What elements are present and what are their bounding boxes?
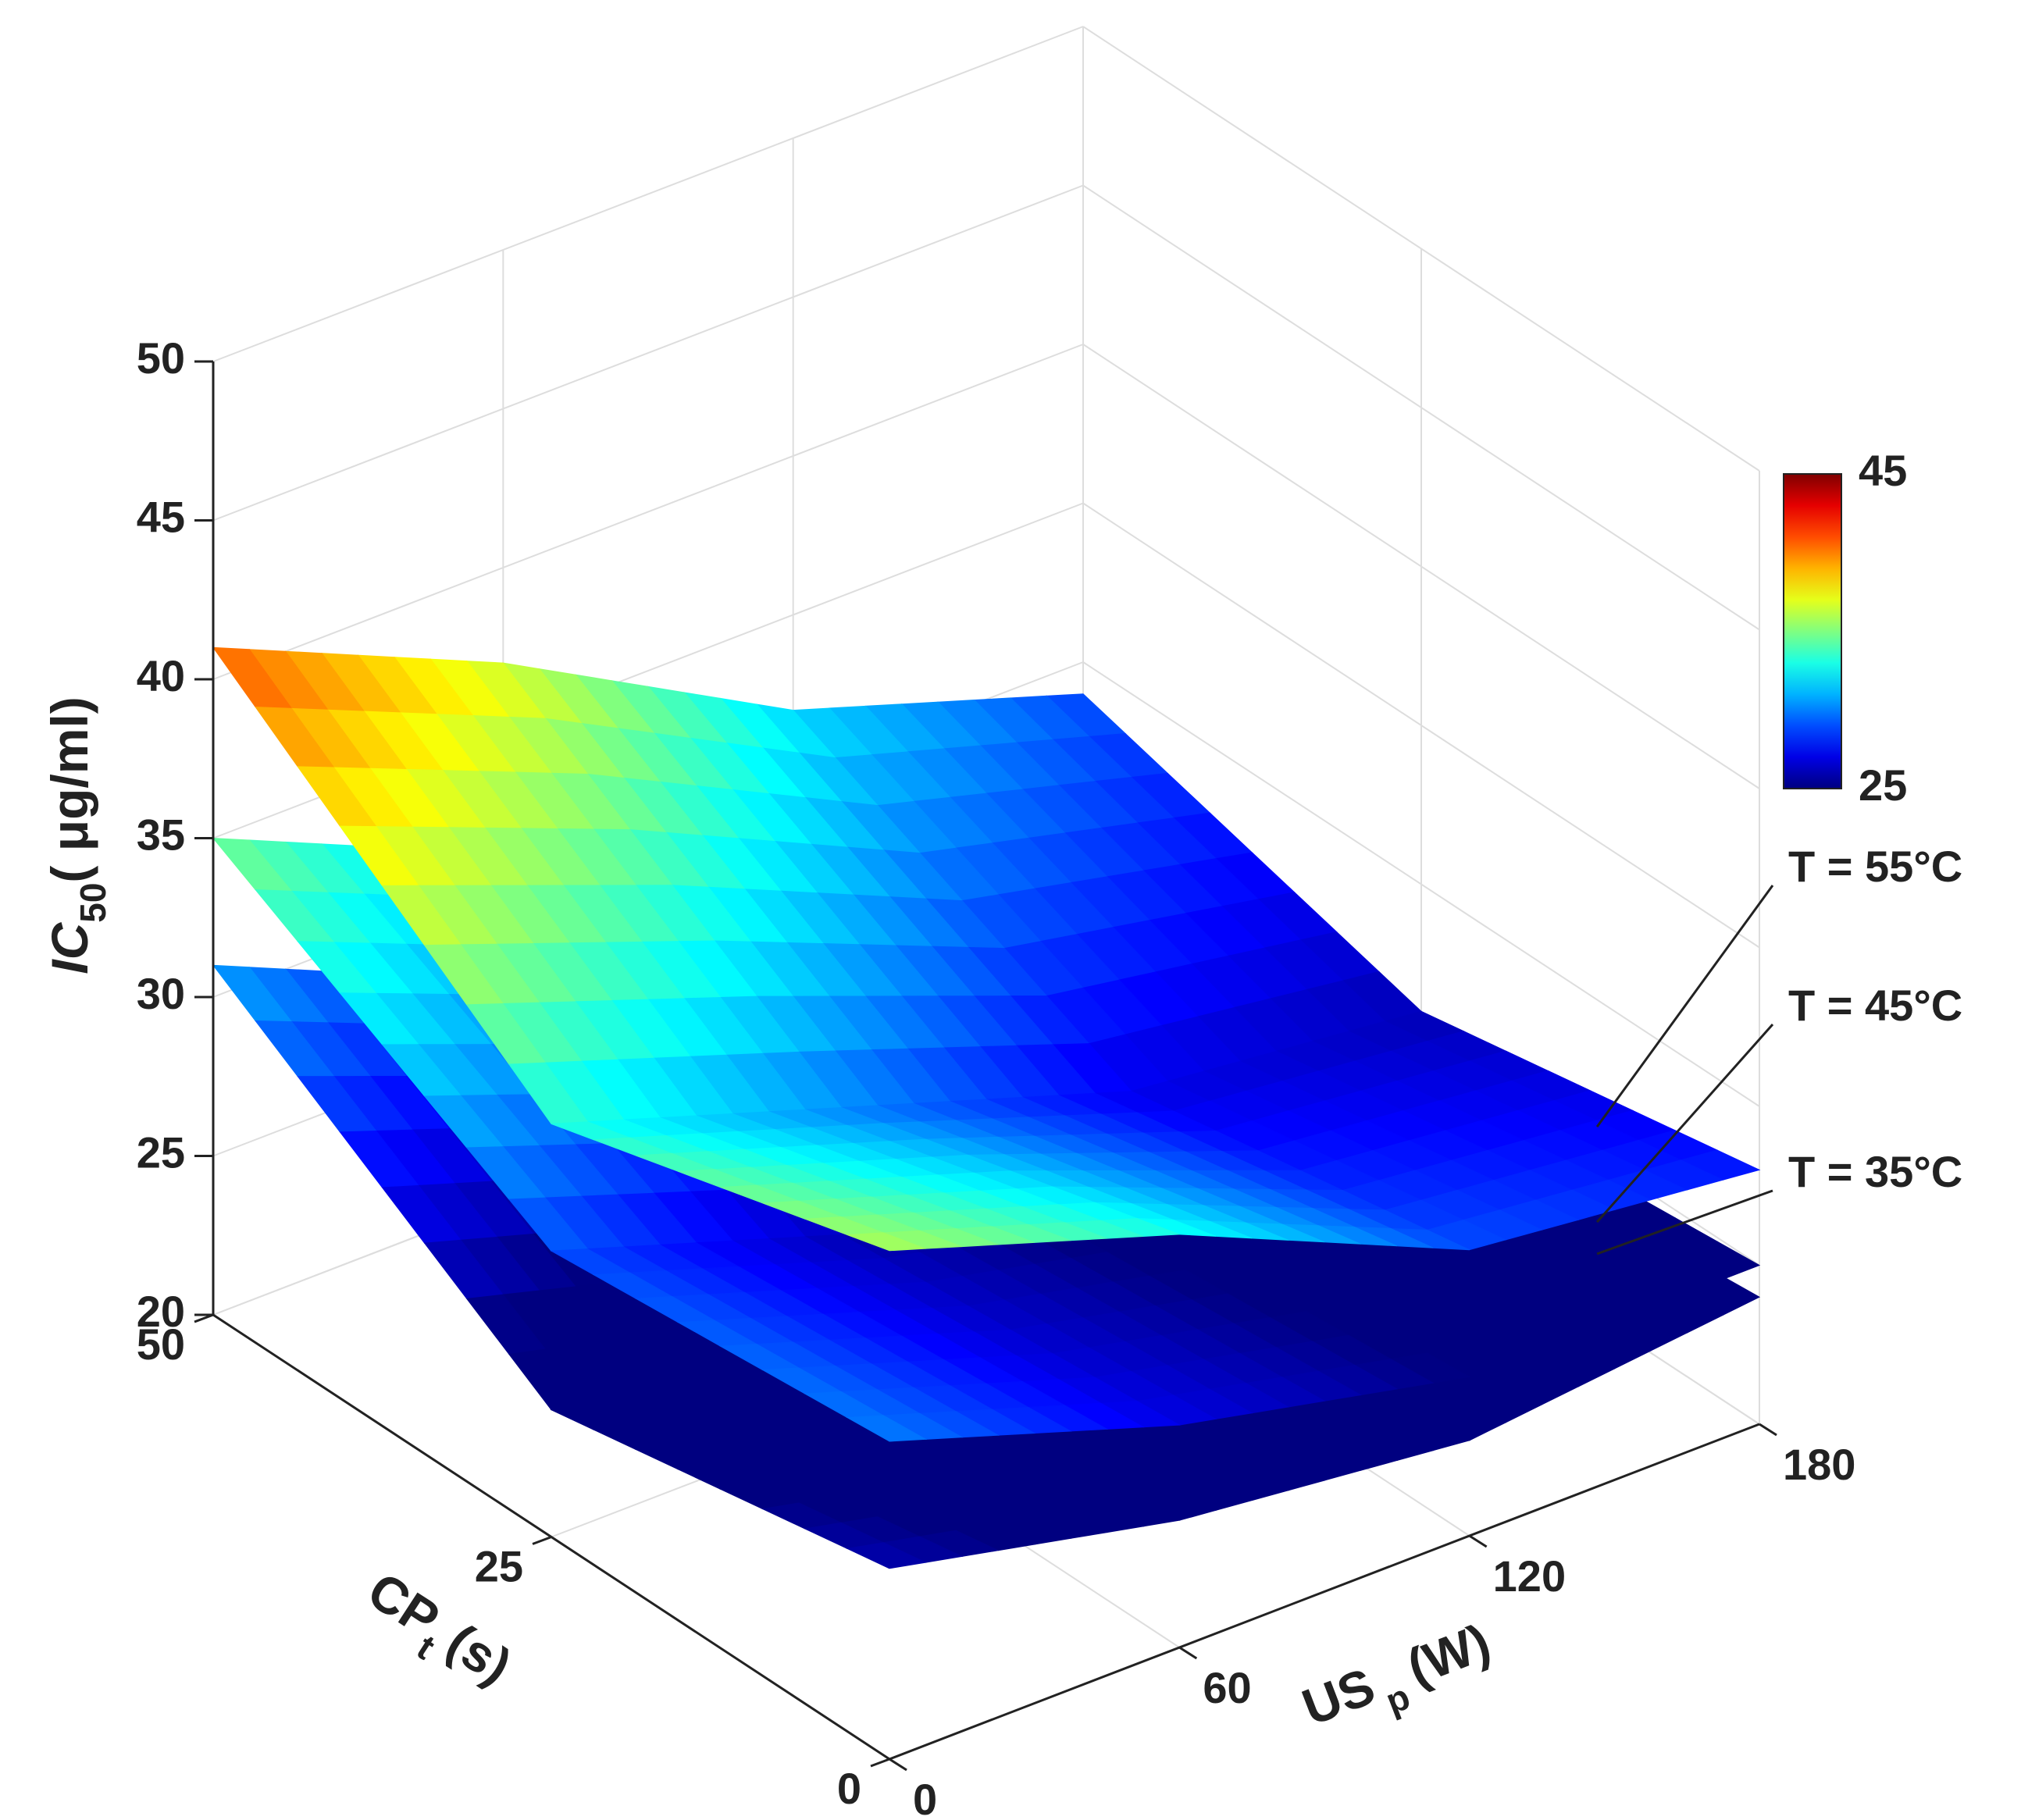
grid-line: [212, 184, 1084, 522]
z-label-sub: 50: [73, 883, 113, 923]
x-tick-label: 120: [1493, 1551, 1566, 1601]
colorbar: [1783, 473, 1842, 789]
label-leader: [1596, 1189, 1773, 1255]
label-leader: [1595, 885, 1774, 1127]
x-label-unit: (W): [1399, 1612, 1498, 1696]
y-label-unit: (s): [437, 1612, 522, 1695]
grid-line: [1082, 502, 1760, 949]
colorbar-tick-label: 25: [1859, 760, 1907, 810]
grid-line: [212, 26, 1084, 362]
x-label-main: US: [1295, 1657, 1382, 1736]
grid-line: [1082, 26, 1760, 472]
x-tick-label: 0: [913, 1775, 937, 1820]
y-tick-label: 25: [475, 1541, 523, 1590]
axis-line: [889, 1423, 1760, 1761]
x-tick-label: 60: [1203, 1663, 1251, 1712]
y-tick: [194, 1313, 214, 1323]
z-tick-label: 20: [137, 1287, 185, 1336]
z-tick-label: 50: [137, 333, 185, 383]
axes: 20 25 30 35 40 45 50 0 25 50 0 60 120 180 25 45 T = 55°C…: [137, 333, 1962, 1820]
z-tick-label: 45: [137, 492, 185, 541]
x-tick-label: 180: [1783, 1440, 1855, 1489]
x-tick: [1468, 1534, 1488, 1548]
surface-patch: [846, 1542, 928, 1569]
grid-line: [1082, 344, 1760, 789]
x-tick: [1759, 1423, 1777, 1437]
z-tick-label: 25: [137, 1127, 185, 1177]
colorbar-tick-label: 45: [1859, 446, 1907, 495]
grid-line: [1082, 184, 1760, 631]
series-label: T = 45°C: [1788, 981, 1962, 1030]
series-label: T = 35°C: [1788, 1147, 1962, 1196]
series-label: T = 55°C: [1788, 842, 1962, 891]
z-axis-label: IC50( μg/ml): [41, 696, 113, 974]
y-tick: [870, 1758, 890, 1768]
z-label-unit: ( μg/ml): [41, 696, 98, 882]
grid-line: [1082, 661, 1760, 1107]
x-tick: [1178, 1646, 1198, 1660]
surface-patch: [846, 1415, 928, 1442]
z-tick-label: 40: [137, 651, 185, 700]
y-tick-label: 0: [837, 1764, 861, 1813]
z-label-main: IC: [41, 921, 98, 974]
x-axis-label: USp(W): [1295, 1612, 1503, 1750]
surfaces: [212, 646, 1761, 1569]
surface-patch: [847, 1232, 926, 1252]
y-tick: [532, 1536, 552, 1545]
grid-line: [212, 344, 1084, 680]
z-tick-label: 30: [137, 969, 185, 1018]
z-tick-label: 35: [137, 810, 185, 859]
label-leader: [1595, 1024, 1774, 1223]
x-label-sub: p: [1381, 1676, 1416, 1722]
y-tick-label: 50: [137, 1320, 185, 1369]
x-tick: [889, 1758, 907, 1772]
